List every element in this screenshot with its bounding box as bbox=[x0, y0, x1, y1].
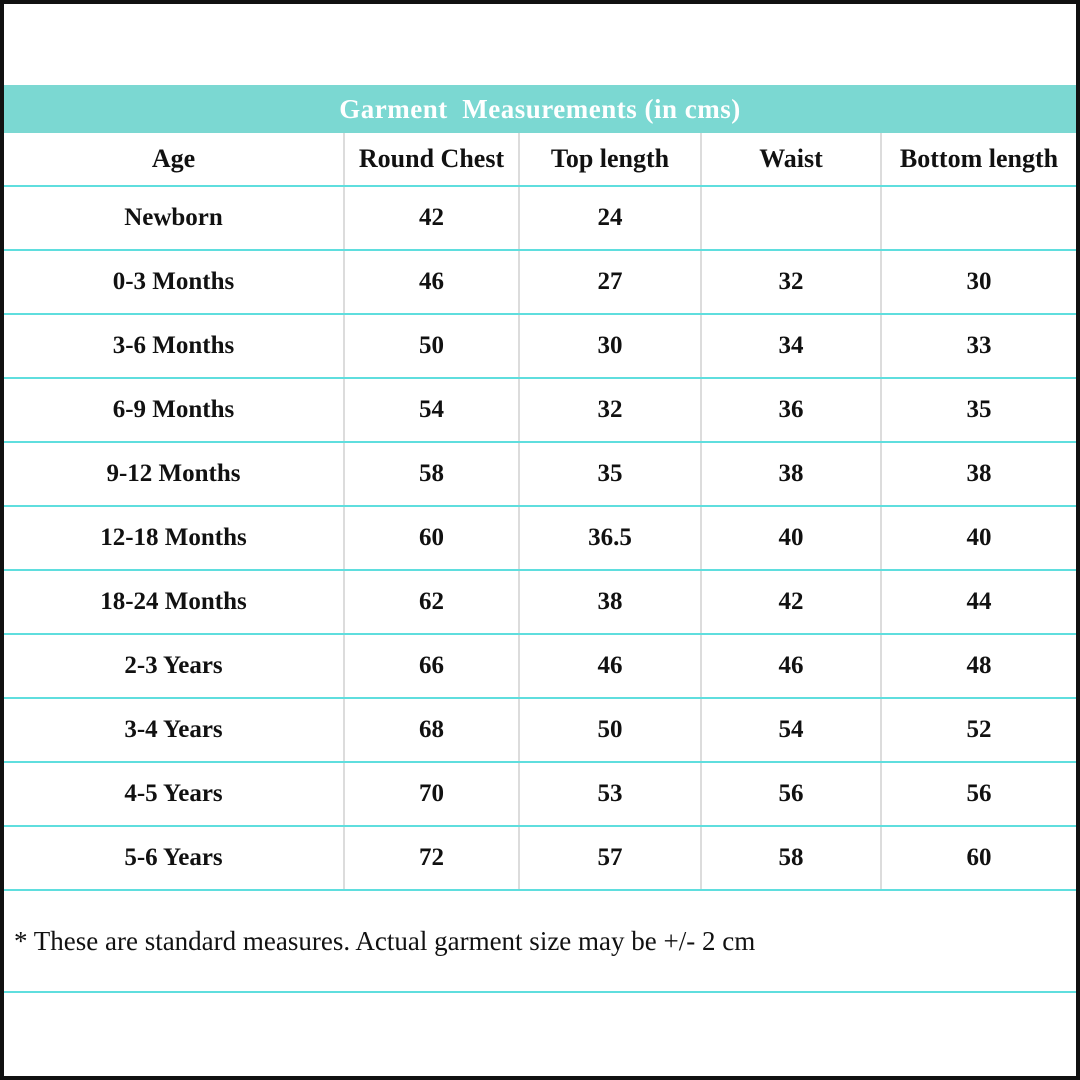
cell-top-length: 35 bbox=[518, 443, 700, 505]
cell-top-length: 38 bbox=[518, 571, 700, 633]
column-header-waist: Waist bbox=[700, 133, 880, 185]
cell-age: 3-6 Months bbox=[112, 332, 235, 359]
cell-round-chest: 46 bbox=[343, 251, 518, 313]
cell-age: 6-9 Months bbox=[112, 396, 235, 423]
cell-top-length: 27 bbox=[518, 251, 700, 313]
table-row: 18-24 Months 62 38 42 44 bbox=[4, 569, 1076, 633]
cell-waist bbox=[700, 187, 880, 249]
table-row: 2-3 Years 66 46 46 48 bbox=[4, 633, 1076, 697]
cell-top-length: 50 bbox=[518, 699, 700, 761]
cell-age: 0-3 Months bbox=[112, 268, 235, 295]
cell-top-length: 46 bbox=[518, 635, 700, 697]
cell-bottom-length: 35 bbox=[880, 379, 1076, 441]
cell-age: 12-18 Months bbox=[100, 524, 247, 551]
cell-age: 3-4 Years bbox=[124, 716, 223, 743]
cell-round-chest: 58 bbox=[343, 443, 518, 505]
cell-waist: 40 bbox=[700, 507, 880, 569]
cell-bottom-length: 30 bbox=[880, 251, 1076, 313]
cell-bottom-length: 44 bbox=[880, 571, 1076, 633]
footnote-row: * These are standard measures. Actual ga… bbox=[4, 889, 1076, 993]
table-row: 3-4 Years 68 50 54 52 bbox=[4, 697, 1076, 761]
cell-bottom-length: 52 bbox=[880, 699, 1076, 761]
table-body: Newborn 42 24 0-3 Months 46 27 32 30 3-6 Months 5… bbox=[4, 185, 1076, 889]
cell-bottom-length: 60 bbox=[880, 827, 1076, 889]
cell-round-chest: 66 bbox=[343, 635, 518, 697]
cell-age: 5-6 Years bbox=[124, 844, 223, 871]
cell-top-length: 24 bbox=[518, 187, 700, 249]
column-header-top-length: Top length bbox=[518, 133, 700, 185]
column-header-round-chest: Round Chest bbox=[343, 133, 518, 185]
cell-age: 4-5 Years bbox=[124, 780, 223, 807]
table-row: 5-6 Years 72 57 58 60 bbox=[4, 825, 1076, 889]
cell-waist: 42 bbox=[700, 571, 880, 633]
table-row: 3-6 Months 50 30 34 33 bbox=[4, 313, 1076, 377]
cell-top-length: 30 bbox=[518, 315, 700, 377]
cell-bottom-length: 33 bbox=[880, 315, 1076, 377]
table-row: 6-9 Months 54 32 36 35 bbox=[4, 377, 1076, 441]
cell-round-chest: 62 bbox=[343, 571, 518, 633]
cell-round-chest: 42 bbox=[343, 187, 518, 249]
cell-round-chest: 70 bbox=[343, 763, 518, 825]
cell-top-length: 53 bbox=[518, 763, 700, 825]
table-header-row: Age Round Chest Top length Waist Bottom … bbox=[4, 133, 1076, 185]
cell-age: 2-3 Years bbox=[124, 652, 223, 679]
cell-waist: 58 bbox=[700, 827, 880, 889]
cell-bottom-length: 48 bbox=[880, 635, 1076, 697]
cell-waist: 38 bbox=[700, 443, 880, 505]
table-row: 4-5 Years 70 53 56 56 bbox=[4, 761, 1076, 825]
cell-round-chest: 50 bbox=[343, 315, 518, 377]
cell-round-chest: 68 bbox=[343, 699, 518, 761]
cell-bottom-length: 38 bbox=[880, 443, 1076, 505]
table-title-bar: Garment Measurements (in cms) bbox=[4, 85, 1076, 133]
footnote-text: * These are standard measures. Actual ga… bbox=[14, 925, 756, 956]
table-row: 0-3 Months 46 27 32 30 bbox=[4, 249, 1076, 313]
cell-waist: 46 bbox=[700, 635, 880, 697]
cell-bottom-length: 40 bbox=[880, 507, 1076, 569]
cell-round-chest: 72 bbox=[343, 827, 518, 889]
cell-waist: 34 bbox=[700, 315, 880, 377]
cell-top-length: 32 bbox=[518, 379, 700, 441]
cell-age: 18-24 Months bbox=[100, 588, 247, 615]
cell-waist: 32 bbox=[700, 251, 880, 313]
top-margin bbox=[4, 4, 1076, 85]
cell-bottom-length: 56 bbox=[880, 763, 1076, 825]
cell-round-chest: 60 bbox=[343, 507, 518, 569]
cell-waist: 36 bbox=[700, 379, 880, 441]
table-title: Garment Measurements (in cms) bbox=[339, 93, 741, 124]
cell-top-length: 36.5 bbox=[518, 507, 700, 569]
table-row: 9-12 Months 58 35 38 38 bbox=[4, 441, 1076, 505]
cell-top-length: 57 bbox=[518, 827, 700, 889]
cell-round-chest: 54 bbox=[343, 379, 518, 441]
cell-waist: 56 bbox=[700, 763, 880, 825]
table-row: 12-18 Months 60 36.5 40 40 bbox=[4, 505, 1076, 569]
table-row: Newborn 42 24 bbox=[4, 185, 1076, 249]
cell-waist: 54 bbox=[700, 699, 880, 761]
column-header-age: Age bbox=[151, 144, 196, 173]
bottom-margin bbox=[4, 993, 1076, 1076]
cell-bottom-length bbox=[880, 187, 1076, 249]
column-header-bottom-length: Bottom length bbox=[880, 133, 1076, 185]
cell-age: 9-12 Months bbox=[106, 460, 241, 487]
cell-age: Newborn bbox=[124, 204, 223, 231]
